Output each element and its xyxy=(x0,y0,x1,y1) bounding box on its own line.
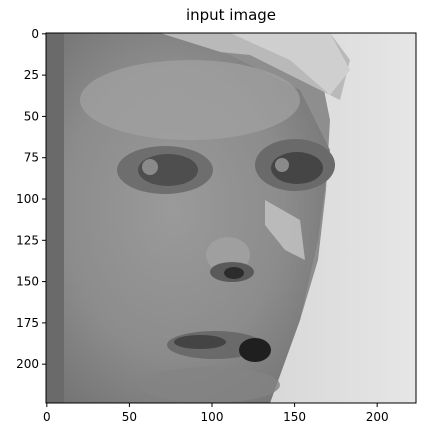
x-tick-label: 150 xyxy=(283,410,306,424)
y-tick-label: 200 xyxy=(16,357,39,371)
axes-frame xyxy=(45,32,417,404)
y-tick-label: 25 xyxy=(24,68,39,82)
x-tick-label: 100 xyxy=(201,410,224,424)
y-tick-label: 50 xyxy=(24,109,39,123)
x-axis: 0 50 100 150 200 xyxy=(43,403,389,424)
y-tick-label: 125 xyxy=(16,233,39,247)
y-axis: 0 25 50 75 100 125 150 175 200 xyxy=(16,27,46,371)
x-tick-label: 200 xyxy=(366,410,389,424)
y-tick-label: 150 xyxy=(16,275,39,289)
face-image xyxy=(46,33,416,403)
y-tick-label: 0 xyxy=(31,27,39,41)
x-tick-label: 0 xyxy=(43,410,51,424)
y-tick-label: 100 xyxy=(16,192,39,206)
plot-title: input image xyxy=(185,6,277,24)
y-tick-label: 75 xyxy=(24,151,39,165)
x-tick-label: 50 xyxy=(122,410,137,424)
y-tick-label: 175 xyxy=(16,316,39,330)
